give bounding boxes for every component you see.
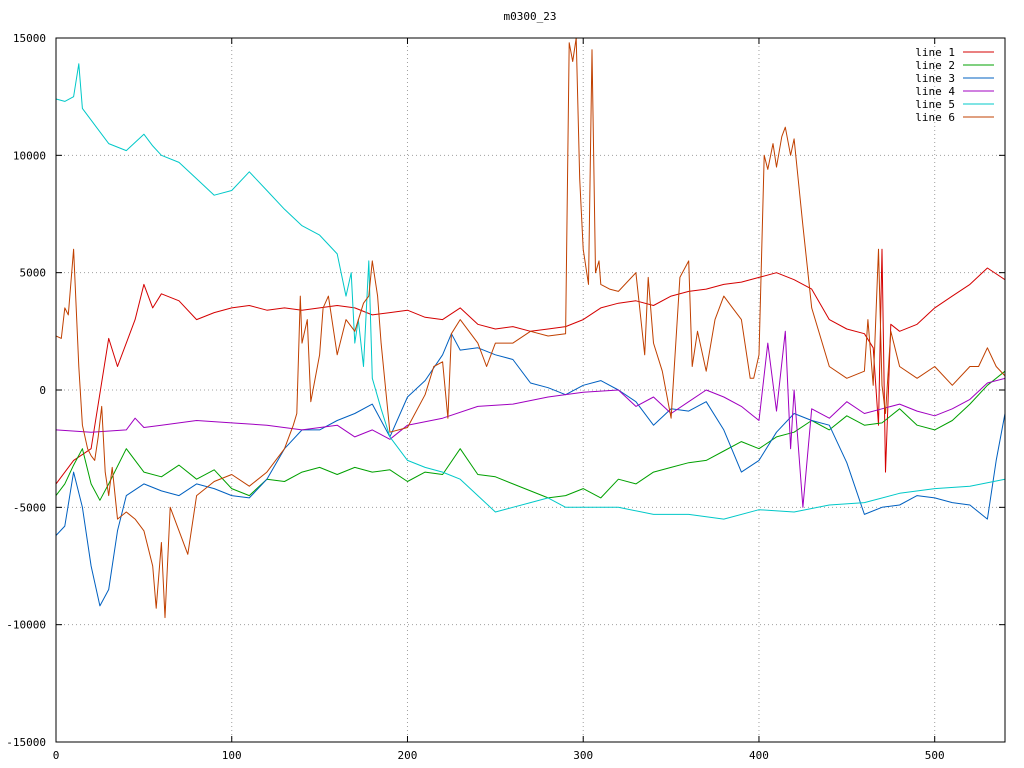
- y-tick-label: -5000: [13, 501, 46, 514]
- grid-lines: [56, 38, 1005, 742]
- chart-title: m0300_23: [504, 10, 557, 23]
- legend-label: line 1: [915, 46, 955, 59]
- x-tick-label: 200: [398, 749, 418, 762]
- y-tick-label: 15000: [13, 32, 46, 45]
- x-tick-label: 100: [222, 749, 242, 762]
- series-line-2: [56, 370, 1005, 501]
- legend-label: line 6: [915, 111, 955, 124]
- series-line-3: [56, 333, 1005, 607]
- series-line-4: [56, 330, 1005, 508]
- legend-label: line 4: [915, 85, 955, 98]
- x-tick-label: 300: [573, 749, 593, 762]
- y-tick-label: 5000: [20, 267, 47, 280]
- y-tick-label: -10000: [6, 619, 46, 632]
- x-tick-label: 500: [925, 749, 945, 762]
- legend-label: line 2: [915, 59, 955, 72]
- y-tick-label: 0: [39, 384, 46, 397]
- y-tick-label: -15000: [6, 736, 46, 749]
- legend-label: line 3: [915, 72, 955, 85]
- axis-ticks: 0 100 200 300 400 500 -15000 -10000 -5000 0 5000 10…: [6, 32, 1005, 762]
- series-line-1: [56, 248, 1005, 485]
- x-tick-label: 0: [53, 749, 60, 762]
- series-line-5: [56, 63, 1005, 520]
- y-tick-label: 10000: [13, 149, 46, 162]
- series-lines: [56, 38, 1005, 619]
- legend-label: line 5: [915, 98, 955, 111]
- series-line-6: [56, 38, 1005, 619]
- x-tick-label: 400: [749, 749, 769, 762]
